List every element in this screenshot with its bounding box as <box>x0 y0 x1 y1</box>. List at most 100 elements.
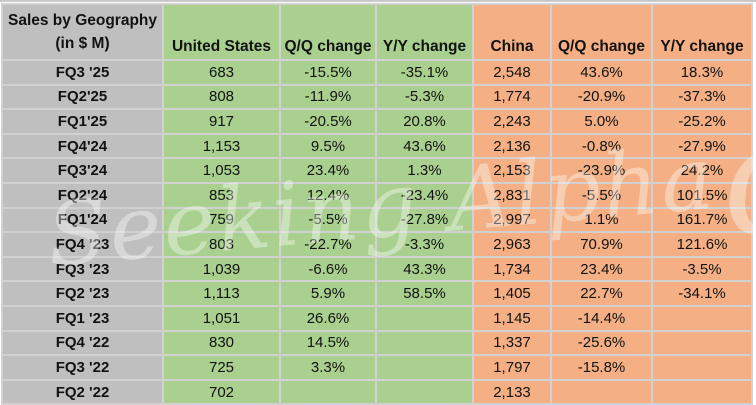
us-qq-change: -22.7% <box>279 231 377 258</box>
china-sales: 2,136 <box>472 132 552 160</box>
china-yy-change <box>651 329 753 357</box>
china-qq-change: -0.8% <box>550 132 653 160</box>
china-qq-change: 23.4% <box>550 255 653 283</box>
row-label-quarter: FQ1'25 <box>1 108 164 135</box>
us-qq-change: 9.5% <box>279 132 377 160</box>
table-row: FQ1'25 917 -20.5% 20.8% 2,243 5.0% -25.2% <box>1 108 753 135</box>
us-sales: 725 <box>162 354 281 381</box>
china-sales: 2,153 <box>472 157 552 184</box>
column-header-us-qq-change: Q/Q change <box>279 3 377 61</box>
us-qq-change: 26.6% <box>279 304 377 332</box>
china-sales: 2,133 <box>472 378 552 405</box>
table-row: FQ3 '22 725 3.3% 1,797 -15.8% <box>1 354 753 381</box>
china-sales: 2,243 <box>472 108 552 135</box>
us-sales: 759 <box>162 206 281 234</box>
row-label-quarter: FQ4 '23 <box>1 231 164 258</box>
china-qq-change: -15.8% <box>550 354 653 381</box>
us-qq-change: 5.9% <box>279 280 377 307</box>
china-yy-change: -25.2% <box>651 108 753 135</box>
us-qq-change: -6.6% <box>279 255 377 283</box>
us-qq-change: -20.5% <box>279 108 377 135</box>
us-yy-change: -23.4% <box>375 181 474 209</box>
china-sales: 1,145 <box>472 304 552 332</box>
row-label-quarter: FQ3 '22 <box>1 354 164 381</box>
china-sales: 2,997 <box>472 206 552 234</box>
us-yy-change: 43.3% <box>375 255 474 283</box>
us-sales: 702 <box>162 378 281 405</box>
table-title-line2: (in $ M) <box>55 35 110 52</box>
row-label-quarter: FQ4 '22 <box>1 329 164 357</box>
row-label-quarter: FQ2 '23 <box>1 280 164 307</box>
row-label-quarter: FQ2 '22 <box>1 378 164 405</box>
table-row: FQ4 '22 830 14.5% 1,337 -25.6% <box>1 329 753 357</box>
us-qq-change: 3.3% <box>279 354 377 381</box>
us-sales: 1,051 <box>162 304 281 332</box>
china-qq-change: 22.7% <box>550 280 653 307</box>
row-label-quarter: FQ2'25 <box>1 83 164 111</box>
us-sales: 917 <box>162 108 281 135</box>
column-header-china-qq-change: Q/Q change <box>550 3 653 61</box>
table-row: FQ4'24 1,153 9.5% 43.6% 2,136 -0.8% -27.9% <box>1 132 753 160</box>
row-label-quarter: FQ1'24 <box>1 206 164 234</box>
china-yy-change: 161.7% <box>651 206 753 234</box>
china-yy-change: -3.5% <box>651 255 753 283</box>
us-qq-change: 14.5% <box>279 329 377 357</box>
us-yy-change <box>375 304 474 332</box>
china-sales: 1,774 <box>472 83 552 111</box>
china-qq-change: 70.9% <box>550 231 653 258</box>
china-qq-change: 1.1% <box>550 206 653 234</box>
china-yy-change: 121.6% <box>651 231 753 258</box>
us-yy-change <box>375 378 474 405</box>
row-label-quarter: FQ2'24 <box>1 181 164 209</box>
row-label-quarter: FQ3'24 <box>1 157 164 184</box>
china-sales: 1,405 <box>472 280 552 307</box>
table-title-line1: Sales by Geography <box>7 11 158 29</box>
row-label-quarter: FQ3 '23 <box>1 255 164 283</box>
us-yy-change: -5.3% <box>375 83 474 111</box>
us-sales: 808 <box>162 83 281 111</box>
us-sales: 1,039 <box>162 255 281 283</box>
top-edge-sliver <box>0 0 756 2</box>
us-yy-change <box>375 329 474 357</box>
china-qq-change: 5.0% <box>550 108 653 135</box>
column-header-united-states: United States <box>162 3 281 61</box>
china-qq-change: -23.9% <box>550 157 653 184</box>
us-yy-change: -27.8% <box>375 206 474 234</box>
header-row: Sales by Geography (in $ M) United State… <box>1 3 753 61</box>
table-row: FQ3 '23 1,039 -6.6% 43.3% 1,734 23.4% -3.5% <box>1 255 753 283</box>
china-yy-change <box>651 304 753 332</box>
table-row: FQ3'24 1,053 23.4% 1.3% 2,153 -23.9% 24.2% <box>1 157 753 184</box>
china-sales: 2,963 <box>472 231 552 258</box>
us-sales: 830 <box>162 329 281 357</box>
table-row: FQ3 '25 683 -15.5% -35.1% 2,548 43.6% 18.3% <box>1 59 753 86</box>
china-yy-change: 18.3% <box>651 59 753 86</box>
us-yy-change: -35.1% <box>375 59 474 86</box>
table-row: FQ2 '22 702 2,133 <box>1 378 753 405</box>
china-sales: 1,337 <box>472 329 552 357</box>
china-yy-change: 24.2% <box>651 157 753 184</box>
us-sales: 1,153 <box>162 132 281 160</box>
us-sales: 803 <box>162 231 281 258</box>
row-label-quarter: FQ4'24 <box>1 132 164 160</box>
table-row: FQ1'24 759 -5.5% -27.8% 2,997 1.1% 161.7% <box>1 206 753 234</box>
us-qq-change: 12.4% <box>279 181 377 209</box>
china-qq-change: -14.4% <box>550 304 653 332</box>
sales-by-geography-table: Sales by Geography (in $ M) United State… <box>1 3 753 405</box>
table-row: FQ2 '23 1,113 5.9% 58.5% 1,405 22.7% -34.1% <box>1 280 753 307</box>
table-row: FQ2'25 808 -11.9% -5.3% 1,774 -20.9% -37.3% <box>1 83 753 111</box>
us-qq-change: -11.9% <box>279 83 377 111</box>
china-qq-change: 43.6% <box>550 59 653 86</box>
column-header-us-yy-change: Y/Y change <box>375 3 474 61</box>
china-yy-change: -37.3% <box>651 83 753 111</box>
china-yy-change <box>651 378 753 405</box>
us-qq-change: -5.5% <box>279 206 377 234</box>
us-yy-change <box>375 354 474 381</box>
column-header-china-yy-change: Y/Y change <box>651 3 753 61</box>
row-label-quarter: FQ1 '23 <box>1 304 164 332</box>
us-yy-change: -3.3% <box>375 231 474 258</box>
china-yy-change: -27.9% <box>651 132 753 160</box>
china-yy-change: 101.5% <box>651 181 753 209</box>
table-title: Sales by Geography (in $ M) <box>1 3 164 61</box>
column-header-china: China <box>472 3 552 61</box>
us-yy-change: 43.6% <box>375 132 474 160</box>
